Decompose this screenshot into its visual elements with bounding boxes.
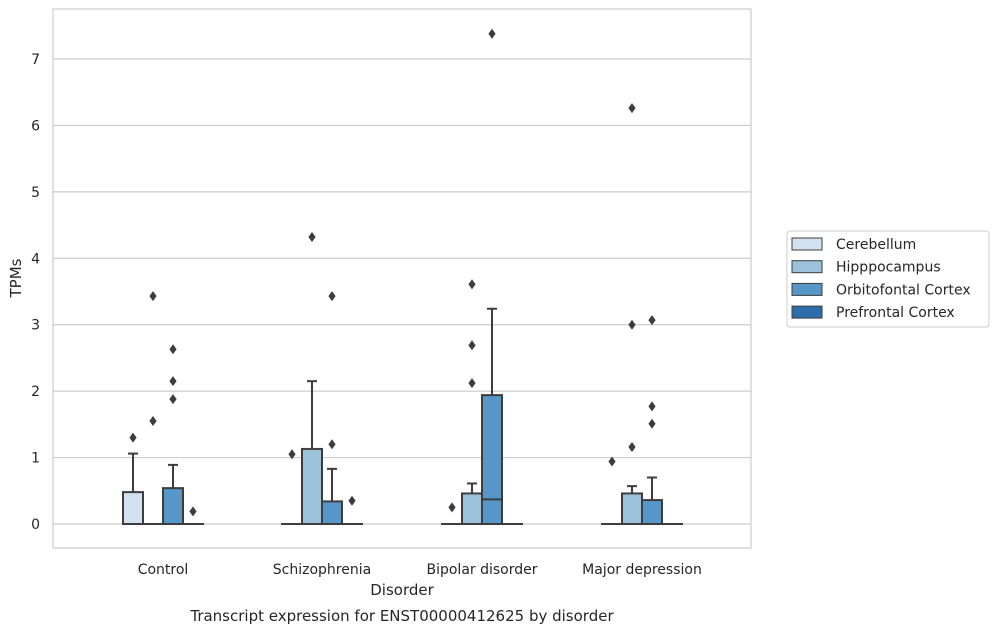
y-tick-label: 3: [31, 318, 40, 334]
y-tick-label: 1: [31, 451, 40, 467]
legend-entry: Cerebellum: [836, 237, 916, 253]
box-body: [462, 493, 482, 524]
x-tick-label: Schizophrenia: [273, 562, 371, 578]
legend-entry: Orbitofontal Cortex: [836, 282, 971, 298]
box-body: [642, 500, 662, 524]
x-tick-labels: Control Schizophrenia Bipolar disorder Majo…: [138, 562, 702, 578]
chart-caption: Transcript expression for ENST0000041262…: [189, 607, 614, 625]
box-body: [322, 501, 342, 524]
legend-swatch: [792, 283, 822, 295]
box-body: [163, 488, 183, 524]
box-body: [123, 492, 143, 524]
y-axis-label: TPMs: [7, 258, 25, 298]
box-body: [482, 395, 502, 524]
x-tick-label: Control: [138, 562, 189, 578]
y-tick-label: 4: [31, 251, 40, 267]
legend-entry: Prefrontal Cortex: [836, 305, 955, 321]
y-tick-label: 6: [31, 118, 40, 134]
box-body: [622, 493, 642, 524]
y-tick-labels: 0 1 2 3 4 5 6 7: [31, 52, 40, 533]
legend-swatch: [792, 261, 822, 273]
legend-swatch: [792, 306, 822, 318]
y-tick-label: 0: [31, 517, 40, 533]
y-tick-label: 2: [31, 384, 40, 400]
legend-swatch: [792, 238, 822, 250]
legend-entry: Hipppocampus: [836, 260, 941, 276]
box-body: [302, 449, 322, 524]
x-tick-label: Major depression: [582, 562, 702, 578]
y-tick-label: 5: [31, 185, 40, 201]
plot-area: [53, 9, 751, 548]
x-tick-label: Bipolar disorder: [426, 562, 537, 578]
legend: Cerebellum Hipppocampus Orbitofontal Corte…: [787, 231, 989, 327]
y-tick-label: 7: [31, 52, 40, 68]
x-axis-label: Disorder: [370, 581, 434, 599]
